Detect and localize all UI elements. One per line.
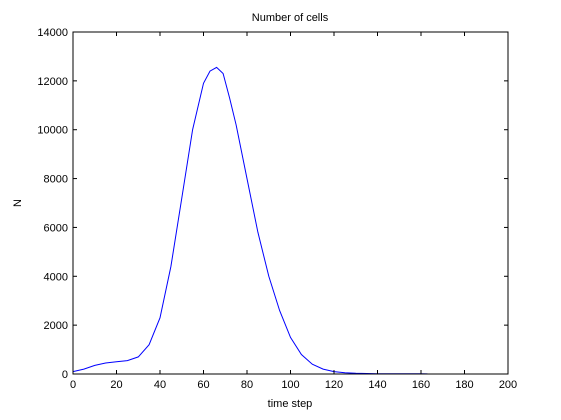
x-tick-label: 200 (499, 379, 517, 391)
x-axis-ticks: 0 20 40 60 80 100 120 140 160 180 200 (70, 32, 517, 391)
y-tick-label: 8000 (44, 174, 68, 186)
axes-frame (72, 31, 509, 375)
x-tick-label: 100 (281, 379, 299, 391)
y-tick-label: 6000 (44, 222, 68, 234)
y-tick-label: 12000 (37, 76, 68, 88)
x-tick-label: 160 (412, 379, 430, 391)
y-axis-label: N (12, 199, 24, 207)
x-tick-label: 120 (325, 379, 343, 391)
y-tick-label: 0 (62, 369, 68, 381)
y-axis-ticks: 0 2000 4000 6000 8000 10000 12000 14000 (37, 27, 508, 381)
cell-count-line (72, 66, 428, 375)
x-tick-label: 140 (368, 379, 386, 391)
x-tick-label: 60 (197, 379, 209, 391)
x-tick-label: 180 (455, 379, 473, 391)
x-axis-label: time step (268, 398, 313, 410)
y-tick-label: 14000 (37, 27, 68, 39)
y-tick-label: 10000 (37, 125, 68, 137)
x-tick-label: 20 (110, 379, 122, 391)
x-tick-label: 40 (154, 379, 166, 391)
y-tick-label: 4000 (44, 271, 68, 283)
x-tick-label: 80 (241, 379, 253, 391)
plot-area (72, 31, 509, 375)
chart-title: Number of cells (252, 12, 329, 24)
x-tick-label: 0 (70, 379, 76, 391)
y-tick-label: 2000 (44, 320, 68, 332)
